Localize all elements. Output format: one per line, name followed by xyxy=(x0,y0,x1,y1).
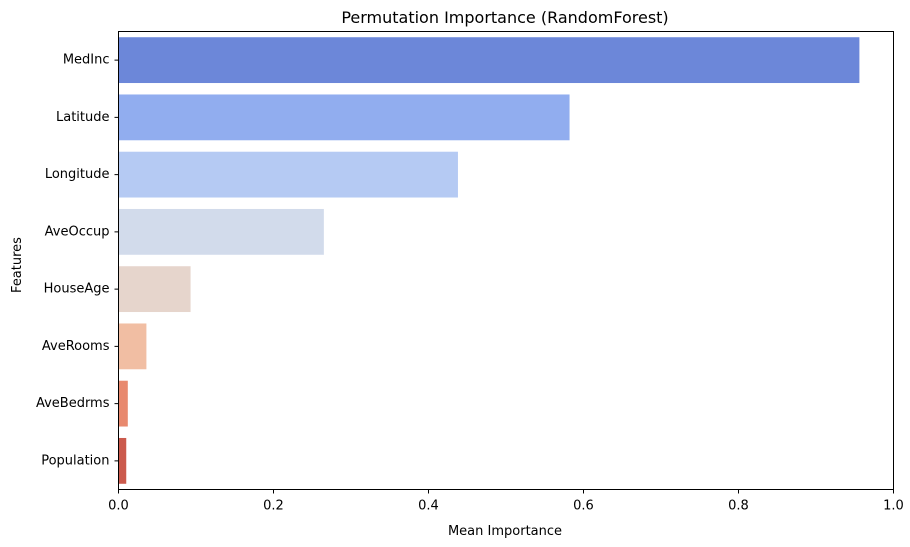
chart-title: Permutation Importance (RandomForest) xyxy=(341,8,668,27)
x-axis: 0.0 0.2 0.4 0.6 0.8 1.0 xyxy=(108,489,904,514)
plot-frame xyxy=(118,31,894,490)
y-tick-label: HouseAge xyxy=(44,282,110,297)
y-tick-label: Population xyxy=(41,453,109,468)
y-tick-label: AveOccup xyxy=(45,224,110,239)
x-tick-label: 0.4 xyxy=(418,499,439,514)
y-tick-label: AveBedrms xyxy=(36,396,110,411)
y-tick-label: Longitude xyxy=(45,167,110,182)
bar-medinc xyxy=(118,37,860,84)
bar-longitude xyxy=(118,151,458,198)
x-tick-label: 0.8 xyxy=(728,499,749,514)
y-axis-label: Features xyxy=(10,237,25,293)
x-tick-label: 0.0 xyxy=(108,499,129,514)
y-axis: MedInc Latitude Longitude AveOccup HouseAge A… xyxy=(36,53,119,468)
x-axis-label: Mean Importance xyxy=(448,524,562,539)
bar-population xyxy=(118,437,127,484)
x-tick-label: 0.6 xyxy=(573,499,594,514)
y-tick-label: AveRooms xyxy=(42,339,110,354)
bars-layer xyxy=(118,37,860,484)
bar-avebedrms xyxy=(118,380,128,427)
bar-averooms xyxy=(118,323,147,370)
y-tick-label: MedInc xyxy=(63,53,110,68)
bar-houseage xyxy=(118,266,191,313)
y-tick-label: Latitude xyxy=(56,110,110,125)
bar-aveoccup xyxy=(118,208,324,255)
x-tick-label: 0.2 xyxy=(263,499,284,514)
bar-latitude xyxy=(118,94,570,141)
x-tick-label: 1.0 xyxy=(883,499,904,514)
